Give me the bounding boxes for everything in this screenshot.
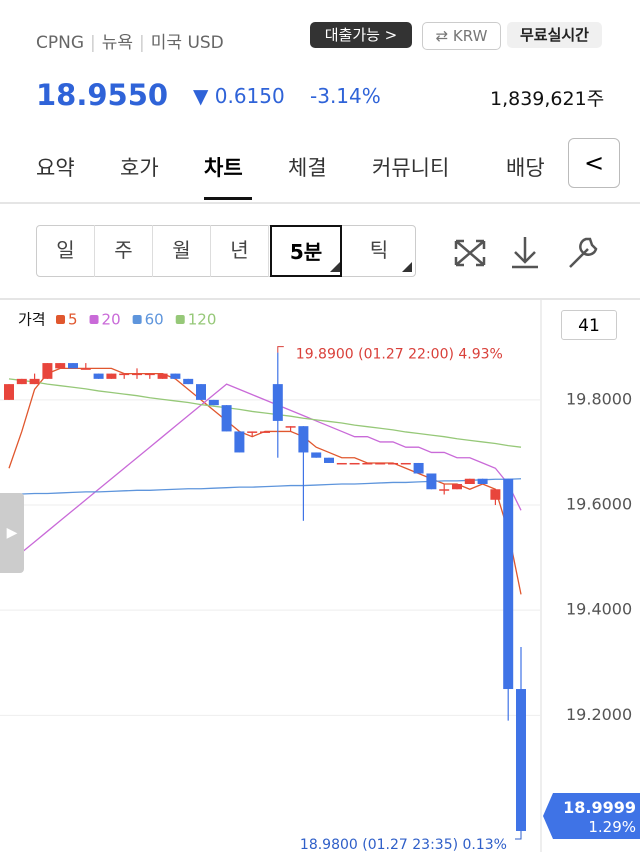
loan-button[interactable]: 대출가능 > bbox=[310, 22, 412, 48]
change-pct: -3.14% bbox=[310, 84, 381, 108]
y-tick-label: 19.4000 bbox=[566, 600, 632, 619]
legend-entry: 20 bbox=[102, 311, 121, 329]
annotation-arrow bbox=[277, 346, 284, 353]
candle-body bbox=[400, 462, 411, 465]
tab-underline bbox=[204, 197, 252, 200]
price-tag-price: 18.9999 bbox=[563, 798, 636, 817]
candle-body bbox=[68, 363, 78, 369]
period[interactable]: 주 bbox=[95, 225, 153, 277]
annotation-arrow bbox=[515, 830, 522, 840]
legend-swatch bbox=[56, 315, 65, 324]
candle-body bbox=[426, 473, 437, 490]
candle-body bbox=[4, 384, 14, 400]
legend-swatch bbox=[89, 315, 99, 324]
fx-button[interactable]: ⇄ KRW bbox=[422, 22, 501, 50]
period-group bbox=[36, 225, 416, 277]
legend-entry: 5 bbox=[68, 311, 78, 329]
candle-body bbox=[490, 489, 501, 500]
candle-body bbox=[183, 378, 194, 385]
legend-entry: 120 bbox=[188, 311, 217, 329]
back-button[interactable]: < bbox=[568, 138, 620, 188]
y-tick-label: 19.2000 bbox=[566, 705, 632, 724]
side-handle[interactable]: ▶ bbox=[0, 493, 24, 573]
ticker: CPNG bbox=[36, 33, 85, 53]
price: 18.9550 bbox=[36, 78, 169, 112]
candle-body bbox=[388, 462, 398, 465]
candle-body bbox=[260, 431, 270, 433]
candle-body bbox=[464, 478, 475, 484]
symbol-line: CPNG | 뉴욕 | 미국 USD bbox=[36, 33, 224, 53]
candle-body bbox=[516, 689, 526, 831]
candle-body bbox=[477, 478, 488, 484]
tab[interactable]: 요약 bbox=[36, 156, 75, 180]
ma-line bbox=[8, 383, 522, 564]
candle-body bbox=[298, 426, 309, 453]
period[interactable]: 일 bbox=[37, 225, 95, 277]
chart: 19.8000 19.6000 19.4000 19.2000 19.8900 (01.… bbox=[0, 300, 632, 852]
y-tick-label: 19.8000 bbox=[566, 389, 632, 408]
candle-body bbox=[336, 462, 347, 465]
candle-body bbox=[208, 399, 219, 406]
tab[interactable]: 배당 bbox=[506, 156, 545, 180]
candle-body bbox=[439, 489, 450, 491]
toolbar-icons bbox=[330, 237, 598, 272]
candle-body bbox=[157, 373, 168, 379]
y-tick-label: 19.6000 bbox=[566, 495, 632, 514]
candle-body bbox=[362, 462, 373, 465]
candle-body bbox=[349, 462, 360, 465]
change: ▼ 0.6150 bbox=[193, 84, 285, 108]
candle-body bbox=[375, 462, 386, 465]
candle-body bbox=[221, 405, 232, 432]
volume: 1,839,621주 bbox=[490, 88, 605, 110]
candle-body bbox=[132, 373, 142, 376]
candle-body bbox=[311, 452, 322, 458]
count-box[interactable]: 41 bbox=[561, 310, 617, 340]
annotation: 19.8900 (01.27 22:00) 4.93% bbox=[296, 347, 503, 363]
candle-body bbox=[272, 384, 283, 421]
candle-body bbox=[247, 431, 258, 433]
divider bbox=[0, 298, 640, 300]
candle-body bbox=[196, 384, 206, 400]
tab[interactable]: 호가 bbox=[120, 156, 159, 180]
price-tag-shape bbox=[543, 793, 640, 839]
candle-body bbox=[42, 363, 53, 379]
market: 뉴욕 bbox=[101, 33, 134, 53]
candle-body bbox=[80, 368, 91, 370]
candle-body bbox=[452, 484, 462, 490]
candle-body bbox=[413, 462, 424, 474]
candle-body bbox=[29, 378, 40, 385]
realtime-button[interactable]: 무료실시간 bbox=[507, 22, 602, 48]
ma-line bbox=[8, 378, 522, 448]
candle-body bbox=[106, 373, 117, 379]
candle-body bbox=[503, 478, 514, 690]
legend-label: 가격 bbox=[18, 311, 46, 329]
legend-entry: 60 bbox=[145, 311, 164, 329]
legend-swatch bbox=[132, 315, 142, 324]
candle-body bbox=[93, 373, 104, 379]
tab[interactable]: 체결 bbox=[288, 156, 327, 180]
candle-body bbox=[55, 363, 66, 369]
candle-body bbox=[16, 378, 27, 385]
candle-body bbox=[324, 457, 334, 463]
period[interactable]: 5분 bbox=[270, 225, 342, 277]
period[interactable]: 월 bbox=[153, 225, 211, 277]
period[interactable]: 틱 bbox=[369, 238, 389, 262]
candle-body bbox=[119, 373, 130, 376]
divider bbox=[0, 202, 640, 204]
tab[interactable]: 커뮤니티 bbox=[372, 156, 450, 180]
candle-body bbox=[285, 426, 296, 428]
tab[interactable]: 차트 bbox=[204, 156, 243, 180]
period[interactable]: 년 bbox=[211, 225, 269, 277]
candle-body bbox=[234, 431, 245, 453]
candle-body bbox=[170, 373, 181, 379]
legend-swatch bbox=[175, 315, 185, 324]
annotation: 18.9800 (01.27 23:35) 0.13% bbox=[300, 837, 507, 852]
price-tag-change: 1.29% bbox=[588, 818, 636, 836]
currency: 미국 USD bbox=[150, 33, 224, 53]
candle-body bbox=[144, 373, 155, 376]
